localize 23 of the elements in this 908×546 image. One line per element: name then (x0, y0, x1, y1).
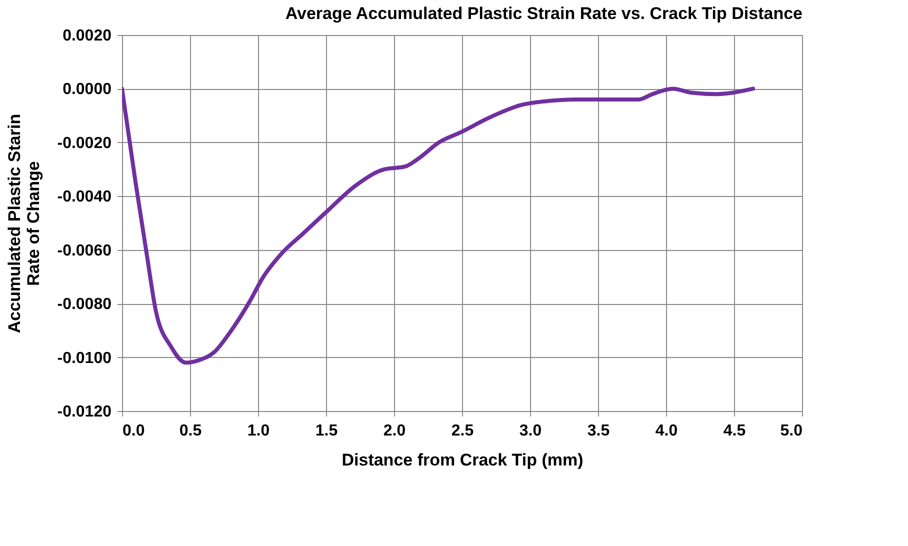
y-tick-label: -0.0080 (57, 296, 112, 314)
x-tick-label: 2.0 (383, 422, 406, 440)
x-tick-label: 2.5 (451, 422, 474, 440)
x-tick-label: 4.5 (723, 422, 746, 440)
x-tick-label: 1.5 (315, 422, 338, 440)
y-tick-label: 0.0020 (62, 28, 112, 44)
y-tick-label: -0.0100 (57, 350, 112, 367)
x-tick-label: 0.5 (179, 422, 202, 440)
x-tick-label: 5.0 (780, 422, 803, 440)
y-tick-label: -0.0040 (57, 188, 112, 206)
x-tick-label: 3.0 (519, 422, 542, 440)
x-tick-label: 0.0 (122, 422, 145, 440)
x-axis-title: Distance from Crack Tip (mm) (342, 450, 584, 470)
y-axis-title: Accumulated Plastic Starin Rate of Change (5, 114, 44, 334)
line-series (122, 86, 756, 365)
x-tick-label: 3.5 (587, 422, 610, 440)
y-tick-label: 0.0000 (62, 81, 112, 98)
y-tick-label: -0.0020 (57, 134, 112, 152)
x-tick-label: 4.0 (655, 422, 678, 440)
chart-title: Average Accumulated Plastic Strain Rate vs. Crack Tip Distance (285, 4, 802, 23)
y-tick-label: -0.0060 (57, 242, 112, 260)
y-tick-label: -0.0120 (57, 404, 112, 420)
x-tick-label: 1.0 (247, 422, 270, 440)
